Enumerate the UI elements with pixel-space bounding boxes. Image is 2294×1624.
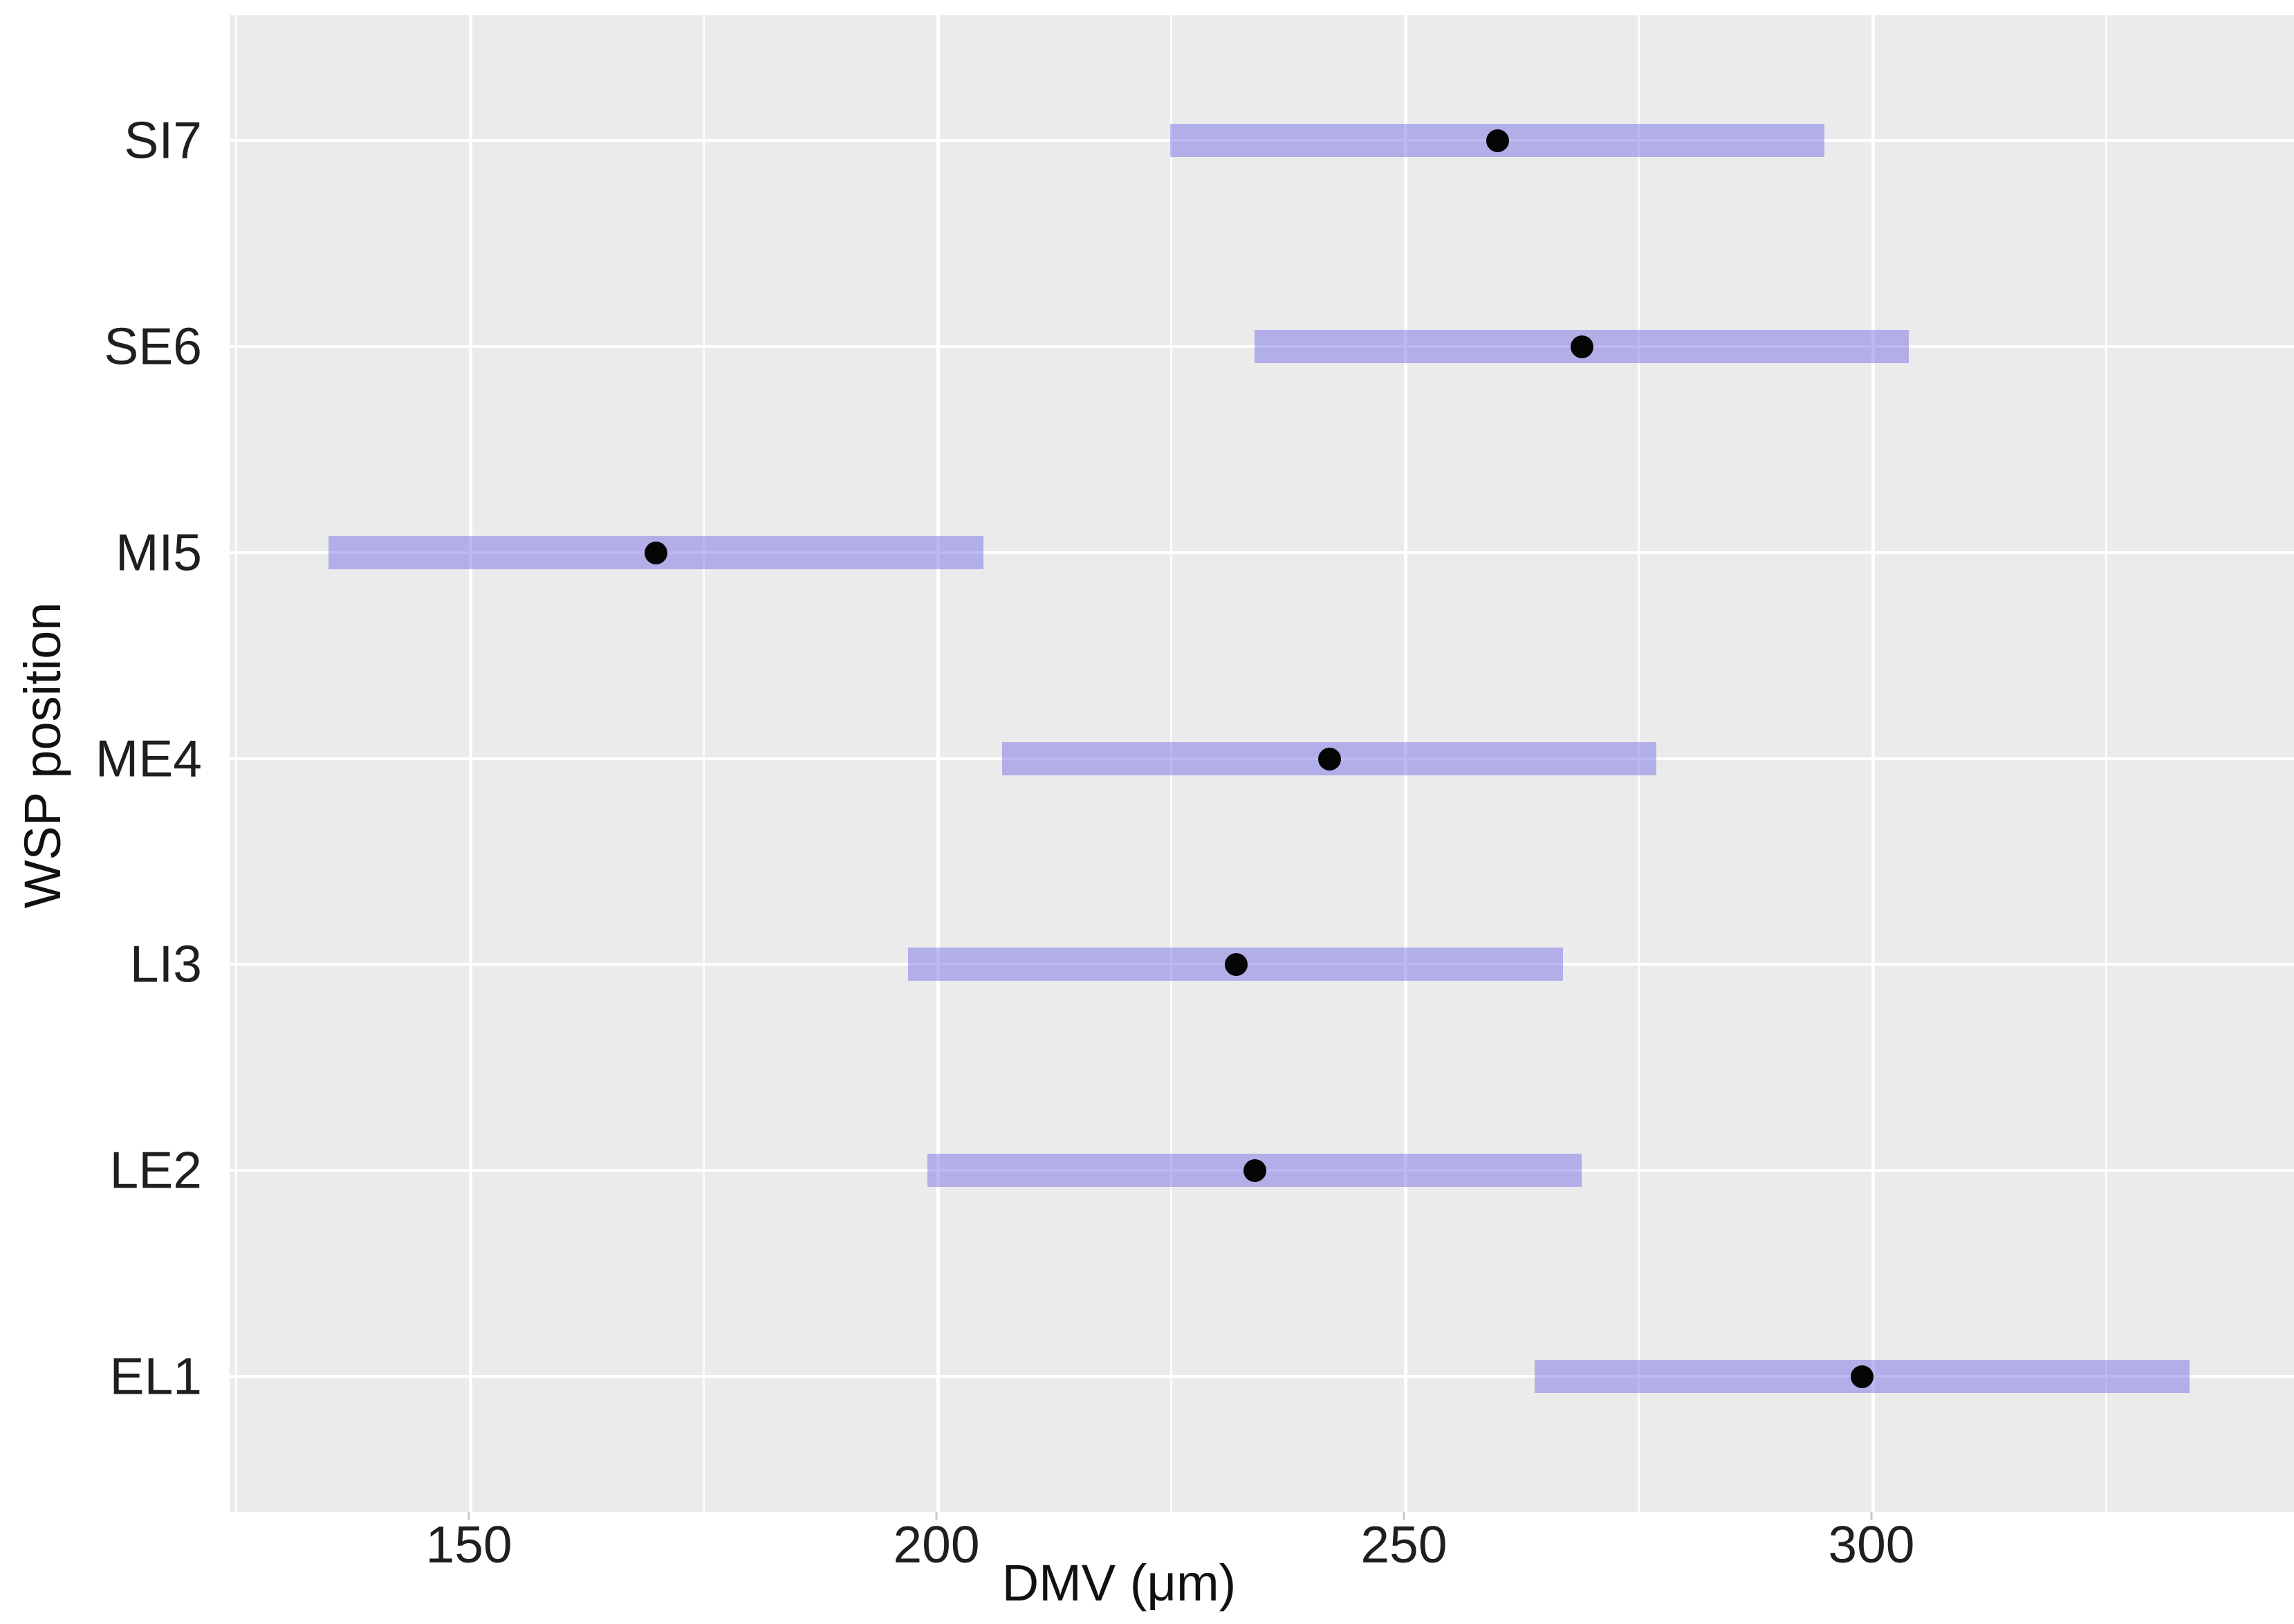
minor-gridline (2105, 15, 2107, 1512)
y-tick-label: MI5 (115, 523, 202, 582)
y-tick-label: ME4 (95, 729, 202, 788)
x-tick-mark (468, 1512, 470, 1520)
x-tick-label: 150 (425, 1515, 512, 1574)
mean-dot (1570, 335, 1593, 358)
minor-gridline (235, 15, 238, 1512)
y-tick-label: EL1 (109, 1347, 202, 1405)
x-axis-title: DMV (μm) (1001, 1554, 1237, 1612)
row-gridline (230, 1375, 2294, 1378)
y-tick-label: SI7 (124, 111, 202, 169)
y-axis-tick-labels: SI7 SE6 MI5 ME4 LI3 LE2 EL1 (0, 15, 202, 1512)
x-tick-mark (935, 1512, 938, 1520)
mean-dot (1851, 1365, 1874, 1389)
plot-panel (230, 15, 2294, 1512)
y-tick-label: LE2 (109, 1141, 202, 1199)
x-tick-mark (1870, 1512, 1873, 1520)
major-gridline (936, 15, 941, 1512)
x-tick-label: 250 (1360, 1515, 1447, 1574)
major-gridline (469, 15, 473, 1512)
mean-dot (1243, 1159, 1266, 1183)
mean-dot (1317, 747, 1341, 771)
x-tick-label: 300 (1828, 1515, 1915, 1574)
minor-gridline (703, 15, 705, 1512)
y-tick-label: SE6 (104, 317, 202, 376)
mean-dot (1486, 129, 1510, 152)
y-tick-label: LI3 (129, 934, 202, 993)
mean-dot (645, 541, 668, 564)
row-gridline (230, 551, 2294, 554)
x-tick-label: 200 (893, 1515, 980, 1574)
y-axis-title: WSP position (14, 602, 71, 909)
mean-dot (1224, 953, 1248, 977)
major-gridline (1871, 15, 1875, 1512)
x-tick-mark (1403, 1512, 1405, 1520)
